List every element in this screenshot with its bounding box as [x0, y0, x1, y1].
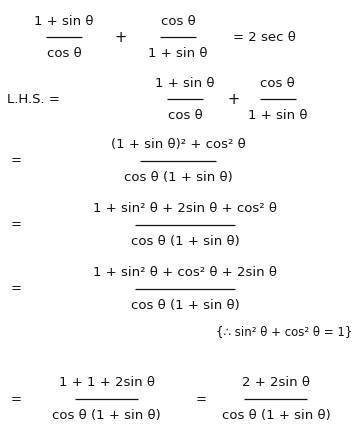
Text: +: + — [115, 30, 127, 45]
Text: 1 + sin θ: 1 + sin θ — [248, 109, 308, 122]
Text: =: = — [11, 154, 22, 168]
Text: cos θ: cos θ — [161, 15, 195, 28]
Text: cos θ: cos θ — [168, 109, 203, 122]
Text: 1 + 1 + 2sin θ: 1 + 1 + 2sin θ — [59, 377, 155, 389]
Text: = 2 sec θ: = 2 sec θ — [233, 31, 296, 44]
Text: =: = — [196, 392, 206, 406]
Text: =: = — [11, 282, 22, 295]
Text: 2 + 2sin θ: 2 + 2sin θ — [242, 377, 310, 389]
Text: +: + — [227, 92, 239, 107]
Text: {∴ sin² θ + cos² θ = 1}: {∴ sin² θ + cos² θ = 1} — [216, 325, 352, 338]
Text: cos θ (1 + sin θ): cos θ (1 + sin θ) — [131, 235, 240, 247]
Text: 1 + sin θ: 1 + sin θ — [34, 15, 94, 28]
Text: =: = — [11, 392, 22, 406]
Text: L.H.S. =: L.H.S. = — [7, 93, 60, 106]
Text: cos θ (1 + sin θ): cos θ (1 + sin θ) — [52, 409, 161, 422]
Text: cos θ (1 + sin θ): cos θ (1 + sin θ) — [221, 409, 330, 422]
Text: cos θ: cos θ — [260, 77, 295, 90]
Text: cos θ (1 + sin θ): cos θ (1 + sin θ) — [131, 299, 240, 311]
Text: 1 + sin θ: 1 + sin θ — [155, 77, 215, 90]
Text: 1 + sin² θ + cos² θ + 2sin θ: 1 + sin² θ + cos² θ + 2sin θ — [93, 266, 277, 279]
Text: (1 + sin θ)² + cos² θ: (1 + sin θ)² + cos² θ — [111, 138, 245, 151]
Text: =: = — [11, 218, 22, 232]
Text: cos θ: cos θ — [47, 47, 82, 60]
Text: cos θ (1 + sin θ): cos θ (1 + sin θ) — [124, 171, 232, 183]
Text: 1 + sin θ: 1 + sin θ — [148, 47, 208, 60]
Text: 1 + sin² θ + 2sin θ + cos² θ: 1 + sin² θ + 2sin θ + cos² θ — [93, 202, 277, 215]
